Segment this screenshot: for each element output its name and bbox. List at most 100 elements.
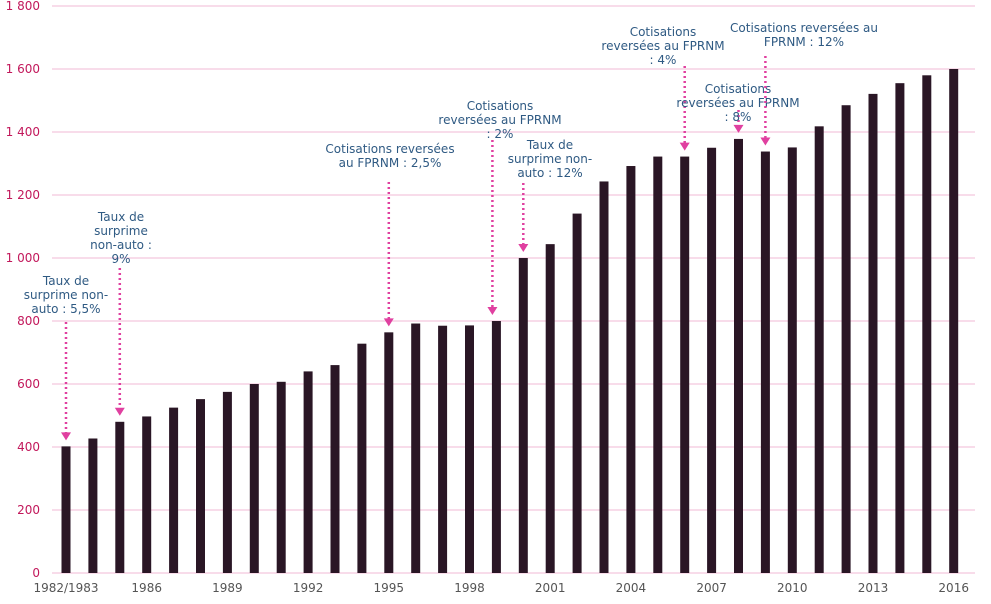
x-axis-ticks: 1982/1983 1986 1989 1992 1995 1998 2001 2004 200…	[33, 581, 969, 595]
x-tick-label: 2004	[616, 581, 647, 595]
gridlines	[52, 5, 975, 574]
annotation-arrowhead	[487, 307, 498, 315]
annotation-text: reversées au FPRNM	[601, 39, 724, 53]
annotation-text: : 4%	[650, 53, 677, 67]
x-tick-label: 1992	[293, 581, 324, 595]
bar	[411, 323, 421, 573]
annotation-text: auto : 12%	[517, 166, 582, 180]
annotation-text: Cotisations reversées au	[730, 21, 878, 35]
annotation-text: surprime	[94, 224, 148, 238]
x-tick-label: 1982/1983	[33, 581, 98, 595]
x-tick-label: 2007	[696, 581, 727, 595]
bar	[922, 75, 932, 574]
annotation-text: Cotisations	[630, 25, 697, 39]
bar	[653, 156, 663, 573]
annotation-text: FPRNM : 12%	[764, 35, 844, 49]
annotation-text: Cotisations reversées	[325, 142, 454, 156]
bar	[760, 151, 770, 573]
annotation-text: surprime non-	[24, 288, 108, 302]
y-tick-label: 0	[32, 566, 40, 580]
bar	[734, 138, 743, 573]
bar	[276, 381, 286, 573]
x-tick-label: 1989	[212, 581, 243, 595]
annotation-text: surprime non-	[508, 152, 592, 166]
bar	[61, 446, 71, 573]
bar	[787, 147, 797, 573]
annotation-arrowhead	[61, 432, 71, 441]
bar	[222, 391, 232, 573]
annotation-text: au FPRNM : 2,5%	[339, 156, 442, 170]
bar	[868, 93, 878, 573]
bar	[545, 244, 555, 573]
annotation-text: Taux de	[42, 274, 89, 288]
bar	[249, 384, 259, 573]
bar	[518, 258, 528, 573]
bar	[814, 126, 824, 573]
annotation-text: reversées au FPRNM	[676, 96, 799, 110]
bar	[169, 407, 179, 573]
annotation-text: 9%	[111, 252, 130, 266]
bar	[841, 105, 851, 573]
y-tick-label: 400	[17, 440, 40, 454]
bar	[491, 321, 501, 573]
bar	[88, 438, 98, 573]
bar	[142, 416, 152, 573]
annotation-arrowhead	[518, 244, 529, 252]
annotation-text: Cotisations	[705, 82, 772, 96]
bar	[626, 166, 636, 573]
bar	[599, 181, 609, 573]
x-tick-label: 2016	[938, 581, 969, 595]
bar	[196, 399, 205, 573]
bar	[438, 325, 448, 573]
y-tick-label: 1 400	[6, 125, 40, 139]
annotation-text: : 8%	[725, 110, 752, 124]
y-tick-label: 1 600	[6, 62, 40, 76]
annotation-arrowhead	[114, 407, 125, 416]
annotation-arrowhead	[760, 137, 771, 146]
x-tick-label: 2010	[777, 581, 808, 595]
x-tick-label: 2001	[535, 581, 566, 595]
annotation-text: auto : 5,5%	[31, 302, 100, 316]
y-tick-label: 1 800	[6, 0, 40, 13]
bar	[895, 83, 905, 574]
annotation-arrowhead	[679, 142, 690, 151]
bar	[115, 421, 125, 573]
y-tick-label: 1 200	[6, 188, 40, 202]
annotation-text: Cotisations	[467, 99, 534, 113]
x-tick-label: 1998	[454, 581, 485, 595]
y-tick-label: 600	[17, 377, 40, 391]
bar	[680, 156, 690, 573]
x-tick-label: 2013	[858, 581, 889, 595]
bar	[303, 371, 313, 573]
y-tick-label: 800	[17, 314, 40, 328]
x-tick-label: 1995	[374, 581, 405, 595]
annotation-text: reversées au FPRNM	[438, 113, 561, 127]
annotation-text: non-auto :	[90, 238, 152, 252]
bar	[707, 147, 717, 573]
bar	[357, 343, 367, 573]
y-tick-label: 200	[17, 503, 40, 517]
bar	[465, 325, 474, 573]
bars	[61, 69, 959, 574]
annotation-text: Taux de	[97, 210, 144, 224]
bar	[330, 365, 340, 573]
bar	[572, 213, 582, 573]
annotation-arrowhead	[383, 318, 394, 327]
annotation-arrowhead	[733, 124, 744, 133]
bar	[384, 332, 394, 573]
y-tick-label: 1 000	[6, 251, 40, 265]
x-tick-label: 1986	[131, 581, 162, 595]
annotation-text: : 2%	[487, 127, 514, 141]
bar	[949, 69, 959, 573]
y-axis-ticks: 0 200 400 600 800 1 000 1 200 1 400 1 600 1 800	[6, 0, 40, 580]
annotation-text: Taux de	[526, 138, 573, 152]
